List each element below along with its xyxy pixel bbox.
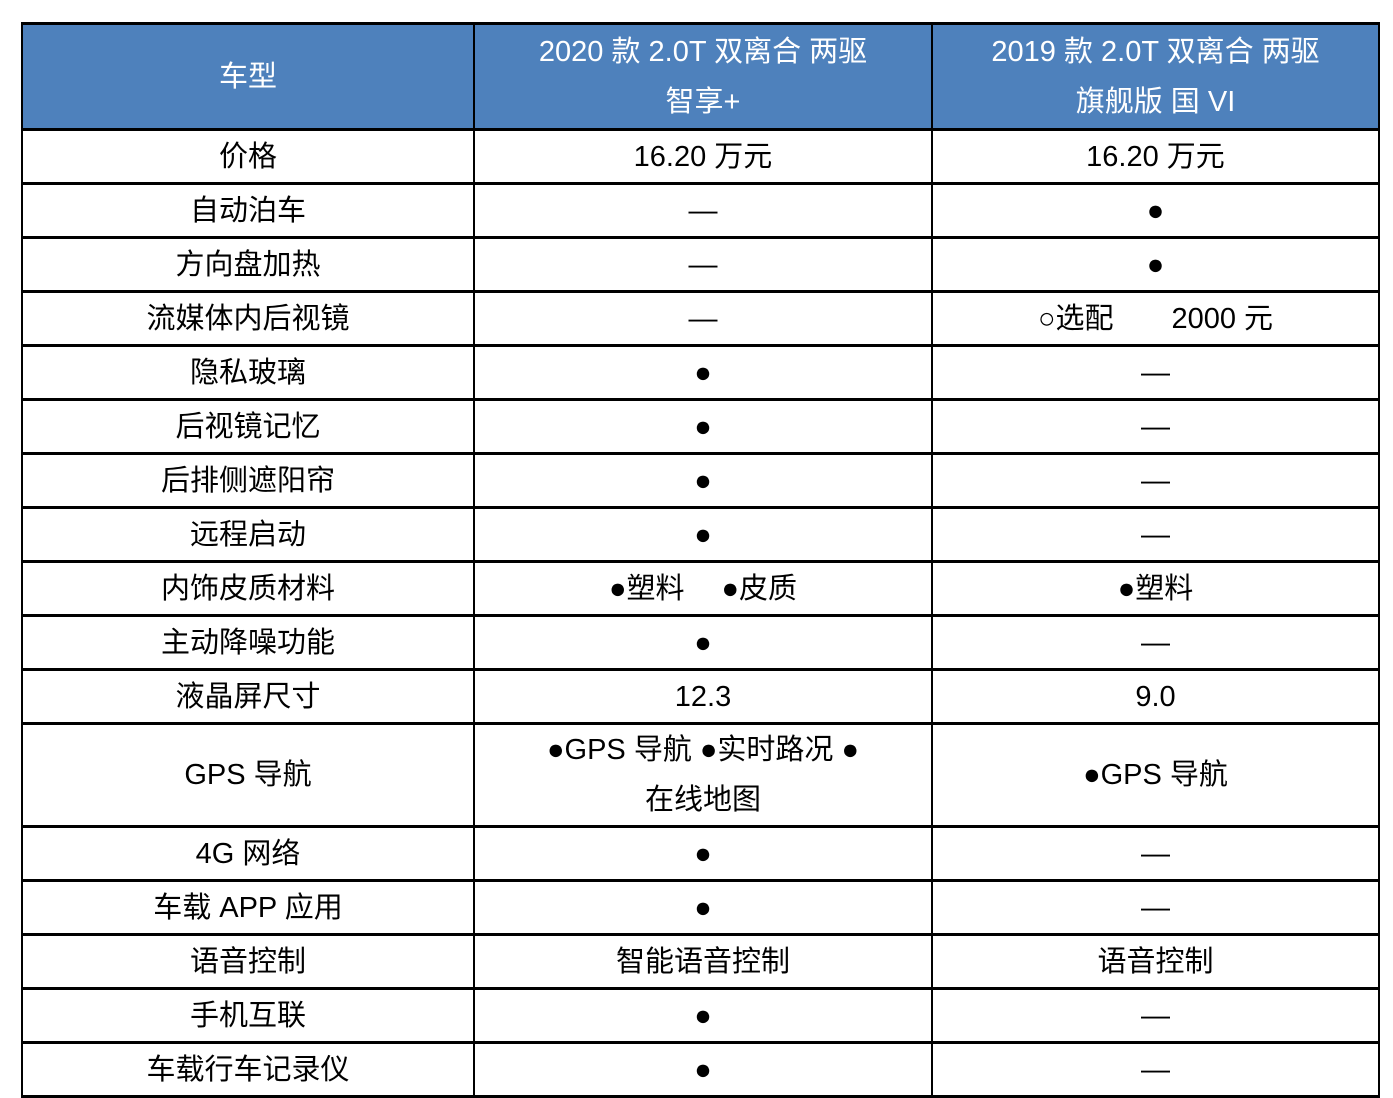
value-2019-cell: ● xyxy=(931,236,1380,293)
value-2020-cell: — xyxy=(473,182,933,239)
feature-cell: 后排侧遮阳帘 xyxy=(21,452,475,509)
table-row-4g-network: 4G 网络 ● — xyxy=(21,825,1380,882)
car-comparison-table: 车型 2020 款 2.0T 双离合 两驱 智享+ 2019 款 2.0T 双离… xyxy=(21,22,1380,1098)
table-row-lcd-screen-size: 液晶屏尺寸 12.3 9.0 xyxy=(21,668,1380,725)
table-row-voice-control: 语音控制 智能语音控制 语音控制 xyxy=(21,933,1380,990)
value-2020-cell: 12.3 xyxy=(473,668,933,725)
value-2020-cell: ●GPS 导航 ●实时路况 ● 在线地图 xyxy=(473,722,933,828)
feature-cell: 语音控制 xyxy=(21,933,475,990)
column-header-2019-model: 2019 款 2.0T 双离合 两驱 旗舰版 国 VI xyxy=(931,22,1380,131)
feature-cell: 自动泊车 xyxy=(21,182,475,239)
value-2019-cell: — xyxy=(931,506,1380,563)
value-2019-cell: — xyxy=(931,452,1380,509)
table-row-gps-navigation: GPS 导航 ●GPS 导航 ●实时路况 ● 在线地图 ●GPS 导航 xyxy=(21,722,1380,828)
value-2020-cell: — xyxy=(473,236,933,293)
value-2020-cell: ● xyxy=(473,398,933,455)
value-2019-cell: ●塑料 xyxy=(931,560,1380,617)
feature-cell: 隐私玻璃 xyxy=(21,344,475,401)
value-2019-cell: ○选配 2000 元 xyxy=(931,290,1380,347)
value-2020-cell: 16.20 万元 xyxy=(473,128,933,185)
value-2019-cell: 16.20 万元 xyxy=(931,128,1380,185)
value-2020-cell: — xyxy=(473,290,933,347)
value-2020-cell: ● xyxy=(473,987,933,1044)
value-2020-cell: 智能语音控制 xyxy=(473,933,933,990)
value-2020-cell: ● xyxy=(473,879,933,936)
value-2020-cell: ●塑料 ●皮质 xyxy=(473,560,933,617)
value-2019-cell: 9.0 xyxy=(931,668,1380,725)
feature-cell: 车载行车记录仪 xyxy=(21,1041,475,1098)
column-header-feature: 车型 xyxy=(21,22,475,131)
feature-cell: 远程启动 xyxy=(21,506,475,563)
feature-cell: 价格 xyxy=(21,128,475,185)
table-row-interior-material: 内饰皮质材料 ●塑料 ●皮质 ●塑料 xyxy=(21,560,1380,617)
feature-cell: 液晶屏尺寸 xyxy=(21,668,475,725)
feature-cell: 内饰皮质材料 xyxy=(21,560,475,617)
feature-cell: 主动降噪功能 xyxy=(21,614,475,671)
value-2019-cell: — xyxy=(931,398,1380,455)
table-row-remote-start: 远程启动 ● — xyxy=(21,506,1380,563)
feature-cell: 方向盘加热 xyxy=(21,236,475,293)
feature-cell: 手机互联 xyxy=(21,987,475,1044)
value-2019-cell: — xyxy=(931,344,1380,401)
table-row-car-app: 车载 APP 应用 ● — xyxy=(21,879,1380,936)
feature-cell: 流媒体内后视镜 xyxy=(21,290,475,347)
feature-cell: 4G 网络 xyxy=(21,825,475,882)
table-body: 价格 16.20 万元 16.20 万元 自动泊车 — ● 方向盘加热 — ● … xyxy=(21,128,1380,1098)
table-row-mirror-memory: 后视镜记忆 ● — xyxy=(21,398,1380,455)
table-row-privacy-glass: 隐私玻璃 ● — xyxy=(21,344,1380,401)
value-2019-cell: 语音控制 xyxy=(931,933,1380,990)
feature-cell: 后视镜记忆 xyxy=(21,398,475,455)
feature-cell: 车载 APP 应用 xyxy=(21,879,475,936)
table-header: 车型 2020 款 2.0T 双离合 两驱 智享+ 2019 款 2.0T 双离… xyxy=(21,22,1380,131)
table-row-active-noise-cancellation: 主动降噪功能 ● — xyxy=(21,614,1380,671)
value-2020-cell: ● xyxy=(473,1041,933,1098)
table-row-rear-side-sunshade: 后排侧遮阳帘 ● — xyxy=(21,452,1380,509)
value-2020-cell: ● xyxy=(473,452,933,509)
value-2019-cell: — xyxy=(931,879,1380,936)
table-row-phone-connectivity: 手机互联 ● — xyxy=(21,987,1380,1044)
value-2019-cell: — xyxy=(931,614,1380,671)
value-2019-cell: — xyxy=(931,825,1380,882)
value-2019-cell: ● xyxy=(931,182,1380,239)
feature-cell: GPS 导航 xyxy=(21,722,475,828)
table-row-price: 价格 16.20 万元 16.20 万元 xyxy=(21,128,1380,185)
table-row-streaming-rearview-mirror: 流媒体内后视镜 — ○选配 2000 元 xyxy=(21,290,1380,347)
table-row-dashcam: 车载行车记录仪 ● — xyxy=(21,1041,1380,1098)
value-2020-cell: ● xyxy=(473,614,933,671)
column-header-2020-model: 2020 款 2.0T 双离合 两驱 智享+ xyxy=(473,22,933,131)
table-row-auto-parking: 自动泊车 — ● xyxy=(21,182,1380,239)
value-2019-cell: ●GPS 导航 xyxy=(931,722,1380,828)
table-row-heated-steering-wheel: 方向盘加热 — ● xyxy=(21,236,1380,293)
value-2020-cell: ● xyxy=(473,825,933,882)
value-2019-cell: — xyxy=(931,987,1380,1044)
header-row: 车型 2020 款 2.0T 双离合 两驱 智享+ 2019 款 2.0T 双离… xyxy=(21,22,1380,131)
value-2019-cell: — xyxy=(931,1041,1380,1098)
value-2020-cell: ● xyxy=(473,506,933,563)
value-2020-cell: ● xyxy=(473,344,933,401)
